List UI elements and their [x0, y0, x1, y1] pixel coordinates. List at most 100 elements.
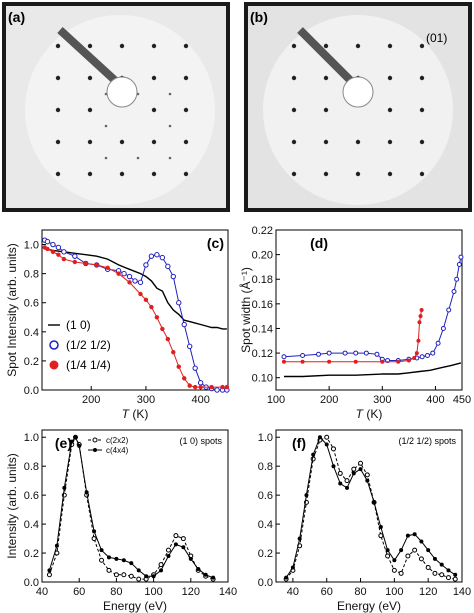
data-point [290, 565, 295, 570]
data-point [143, 297, 149, 303]
legend-label: (1 0) [66, 318, 91, 332]
diffraction-spot [87, 75, 93, 81]
data-point [456, 261, 462, 267]
x-tick-label: 100 [144, 586, 162, 598]
x-tick-label: 120 [182, 586, 200, 598]
x-axis-variable: T [122, 407, 131, 421]
diffraction-spot [183, 75, 189, 81]
data-point [452, 576, 458, 582]
electron-gun-shaft-b [297, 27, 358, 88]
diffraction-spot [55, 107, 61, 113]
data-point [337, 470, 343, 476]
data-point [46, 572, 52, 578]
data-point [136, 568, 141, 573]
data-point [432, 570, 438, 576]
diffraction-spot [151, 139, 157, 145]
data-point [454, 276, 460, 282]
data-point [126, 273, 133, 280]
data-point [211, 575, 216, 580]
diffraction-spot-weak [168, 92, 172, 96]
data-point [144, 574, 149, 579]
data-point [398, 570, 404, 576]
data-point [170, 273, 176, 280]
x-axis-title: T (K) [356, 407, 383, 421]
data-point [374, 351, 380, 357]
data-point [304, 493, 309, 498]
data-point [419, 354, 425, 360]
y-axis-title: Spot Intensity (arb. units) [5, 243, 19, 376]
x-tick-label: 140 [219, 586, 237, 598]
y-tick-label: 0.4 [24, 519, 39, 531]
data-point [446, 568, 451, 573]
spot-note: (1/2 1/2) spots [398, 436, 456, 446]
data-point [165, 263, 171, 270]
data-point [363, 350, 369, 356]
data-point [416, 338, 421, 343]
y-axis-title: Spot width (Å⁻¹) [238, 267, 253, 353]
diffraction-spot [323, 43, 329, 49]
diffraction-spot [419, 171, 425, 177]
diffraction-spot-weak [136, 156, 140, 160]
y-tick-label: 0.16 [252, 299, 273, 311]
diffraction-spot [291, 139, 297, 145]
data-point [316, 351, 322, 357]
data-point [99, 557, 105, 563]
legend-label: (1/2 1/2) [66, 338, 111, 352]
chart-panel-d: 100 200 300 400 450 0.10 0.12 0.14 0.16 0.18 0.20 0… [238, 225, 471, 421]
y-tick-label: 1.0 [258, 432, 273, 444]
data-point [445, 575, 451, 581]
panel-label: (d) [310, 235, 328, 251]
data-point [424, 353, 430, 359]
diffraction-spot [323, 139, 329, 145]
data-point [159, 254, 166, 261]
diffraction-spot [151, 75, 157, 81]
data-point [61, 249, 67, 255]
data-point [116, 271, 121, 276]
chart-panel-c: 200 300 400 0.0 0.2 0.4 0.6 0.8 1.0 (c) T (K) Spot … [5, 229, 230, 421]
x-axis-title: Energy (eV) [103, 599, 167, 613]
diffraction-spot [355, 171, 361, 177]
data-point [138, 291, 143, 297]
data-point [84, 490, 89, 495]
x-tick-label: 200 [320, 394, 338, 406]
data-point [50, 241, 56, 248]
data-point [72, 259, 78, 265]
diffraction-spot-weak [104, 124, 108, 128]
diffraction-spot [323, 171, 329, 177]
legend-label: c(2x2) [106, 436, 129, 445]
data-point [458, 254, 464, 260]
data-point [344, 478, 350, 484]
data-point [106, 567, 112, 573]
data-point [198, 384, 203, 390]
data-point [113, 572, 119, 578]
diffraction-spot [151, 43, 157, 49]
data-point [121, 558, 126, 563]
data-point [439, 562, 444, 567]
x-tick-label: 80 [354, 586, 366, 598]
data-point [72, 253, 78, 259]
data-point [154, 315, 160, 320]
y-tick-label: 0.2 [24, 356, 39, 368]
data-point [364, 472, 370, 478]
data-point [181, 545, 186, 550]
diffraction-spot [183, 171, 189, 177]
data-point [129, 561, 134, 566]
data-point [342, 350, 348, 356]
data-point [412, 547, 418, 553]
y-tick-label: 0.6 [258, 490, 273, 502]
legend-label: (1/4 1/4) [66, 358, 111, 372]
panel-label-b: (b) [250, 9, 268, 25]
data-point [414, 351, 419, 356]
data-point [92, 529, 97, 534]
data-point [426, 548, 431, 553]
diffraction-spot [323, 75, 329, 81]
x-tick-label: 200 [82, 394, 100, 406]
diffraction-spot [387, 139, 393, 145]
panel-label: (c) [207, 235, 224, 251]
y-tick-label: 1.0 [24, 432, 39, 444]
x-tick-label: 100 [385, 586, 403, 598]
data-point [405, 533, 410, 538]
data-point [405, 553, 411, 559]
x-tick-label: 80 [110, 586, 122, 598]
legend-swatch [49, 340, 59, 350]
